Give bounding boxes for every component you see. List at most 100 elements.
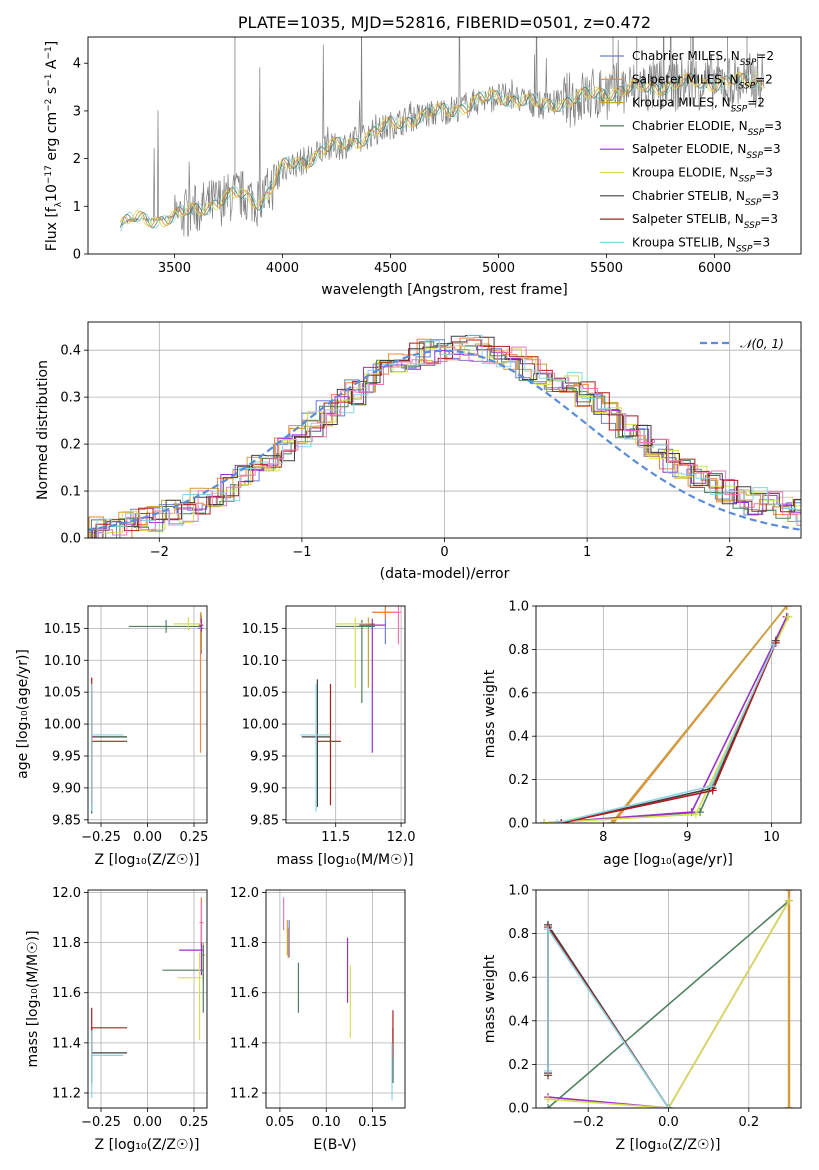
weight-marker: [540, 819, 549, 823]
y-tick-label: 10.00: [44, 718, 81, 733]
panel-mass-weight-vs-age: 8 9 10 0.0 0.2 0.4 0.6 0.8 1.0 age [log₁₀(age/yr)…: [482, 600, 802, 868]
weight-marker: [784, 890, 793, 894]
weight-marker: [544, 1104, 553, 1108]
weight-line: [547, 900, 790, 1108]
x-tick-label: 0.00: [133, 1115, 162, 1130]
y-tick-label: 10.05: [44, 686, 81, 701]
weight-marker: [557, 819, 566, 823]
legend-entry-part: Chabrier STELIB, N: [632, 189, 745, 203]
legend-entry-part: SSP: [745, 198, 762, 208]
x-tick-label: 0.10: [312, 1115, 341, 1130]
x-axis-label: wavelength [Angstrom, rest frame]: [321, 282, 567, 298]
legend-entry-part: =2: [747, 96, 765, 110]
x-tick-label: 0.05: [265, 1115, 294, 1130]
histogram-step: [89, 343, 801, 538]
x-axis-label: mass [log₁₀(M/M☉)]: [276, 852, 413, 868]
legend-entry-part: =2: [755, 72, 773, 86]
legend-entry: Chabrier MILES, NSSP=2: [632, 49, 774, 68]
weight-marker: [691, 810, 700, 819]
weight-line: [544, 616, 790, 823]
legend-entry-part: =3: [755, 166, 773, 180]
y-tick-label: 9.90: [250, 781, 279, 796]
x-axis-label: Z [log₁₀(Z/Z☉)]: [616, 1137, 721, 1153]
x-tick-label: 5500: [590, 261, 623, 276]
y-tick-label: 9.85: [52, 813, 81, 828]
y-axis-label-part: s: [44, 87, 60, 99]
histogram-step: [96, 334, 801, 538]
legend-entry: Kroupa ELODIE, NSSP=3: [632, 166, 773, 185]
plot-area: [300, 606, 402, 812]
x-tick-label: 1: [583, 545, 591, 560]
y-axis-label-part: −2: [44, 99, 54, 112]
x-tick-label: 0.15: [358, 1115, 387, 1130]
x-tick-label: 6000: [698, 261, 731, 276]
weight-marker: [782, 606, 791, 610]
panel-age-vs-mass: 11.5 12.0 9.85 9.90 9.95 10.00 10.05 10.10 10.15…: [242, 605, 416, 868]
y-tick-label: 11.6: [230, 986, 259, 1001]
weight-marker: [770, 641, 779, 650]
y-axis-label-part: −1: [44, 46, 54, 59]
y-tick-label: 10.05: [242, 686, 279, 701]
panel-spectrum: 3500 4000 4500 5000 5500 6000 0 1 2 3 4 PLATE=1035,…: [44, 13, 802, 298]
legend-entry-part: =3: [764, 119, 782, 133]
y-tick-label: 11.4: [52, 1036, 81, 1051]
y-tick-label: 0: [73, 248, 81, 263]
y-tick-label: 10.15: [44, 622, 81, 637]
panel-residuals: −2 −1 0 1 2 0.0 0.1 0.2 0.3 0.4 (data-model)/error…: [35, 321, 802, 582]
axes-frame: [265, 889, 406, 1109]
y-tick-label: 2: [73, 152, 81, 167]
histogram-step: [88, 339, 801, 538]
legend-entry-part: SSP: [740, 58, 757, 68]
x-axis-label: (data-model)/error: [380, 566, 510, 582]
y-tick-label: 0.0: [508, 1102, 529, 1117]
y-axis-label-part: ]: [44, 41, 60, 46]
y-tick-label: 1.0: [508, 600, 529, 615]
axes-frame: [535, 605, 802, 824]
y-axis-label-part: −17: [44, 165, 54, 184]
legend-entry-part: SSP: [746, 151, 763, 161]
x-tick-label: 0.0: [658, 1115, 679, 1130]
x-tick-label: 3500: [158, 261, 191, 276]
y-tick-label: 4: [73, 57, 81, 72]
weight-marker: [553, 819, 562, 823]
y-tick-label: 11.8: [52, 936, 81, 951]
legend-entry: Salpeter MILES, NSSP=2: [632, 72, 773, 91]
legend-entry-part: SSP: [748, 128, 765, 138]
y-tick-label: 1: [73, 200, 81, 215]
weight-line: [556, 644, 775, 823]
panel-mass-vs-ebv: 0.05 0.10 0.15 11.2 11.4 11.6 11.8 12.0 E(B-V): [230, 886, 406, 1153]
x-tick-label: 0.2: [738, 1115, 759, 1130]
legend-entry: Chabrier STELIB, NSSP=3: [632, 189, 779, 208]
plot-area: [91, 612, 204, 814]
x-tick-label: 5000: [482, 261, 515, 276]
y-tick-label: 0.2: [60, 438, 81, 453]
y-tick-label: 0.8: [508, 643, 529, 658]
y-axis-label: age [log₁₀(age/yr)]: [15, 649, 31, 779]
y-tick-label: 0.4: [60, 344, 81, 359]
plot-area: [91, 897, 206, 1098]
y-axis-label: Normed distribution: [35, 360, 51, 500]
y-tick-label: 11.6: [52, 986, 81, 1001]
weight-marker: [784, 1104, 793, 1108]
y-tick-label: 11.4: [230, 1036, 259, 1051]
plot-area: [540, 606, 793, 823]
x-tick-label: 0.25: [180, 830, 209, 845]
histogram-step: [97, 346, 801, 538]
y-axis-label-part: erg cm: [44, 112, 60, 165]
legend-entry-part: Kroupa STELIB, N: [632, 235, 736, 249]
y-tick-label: 0.2: [508, 1058, 529, 1073]
y-axis-label-part: −1: [44, 74, 54, 87]
axes-frame: [285, 605, 406, 824]
legend-entry-part: Kroupa ELODIE, N: [632, 166, 739, 180]
x-tick-label: −2: [150, 545, 169, 560]
histogram-step: [95, 339, 801, 538]
x-axis-label: E(B-V): [313, 1137, 356, 1153]
weight-line: [611, 606, 788, 823]
x-tick-label: 10: [763, 830, 780, 845]
weight-marker: [607, 819, 616, 823]
legend-entry-part: SSP: [739, 81, 756, 91]
model-line: [120, 72, 764, 228]
x-tick-label: 4000: [266, 261, 299, 276]
legend-entry-part: SSP: [736, 244, 753, 254]
legend-entry: Chabrier ELODIE, NSSP=3: [632, 119, 782, 138]
